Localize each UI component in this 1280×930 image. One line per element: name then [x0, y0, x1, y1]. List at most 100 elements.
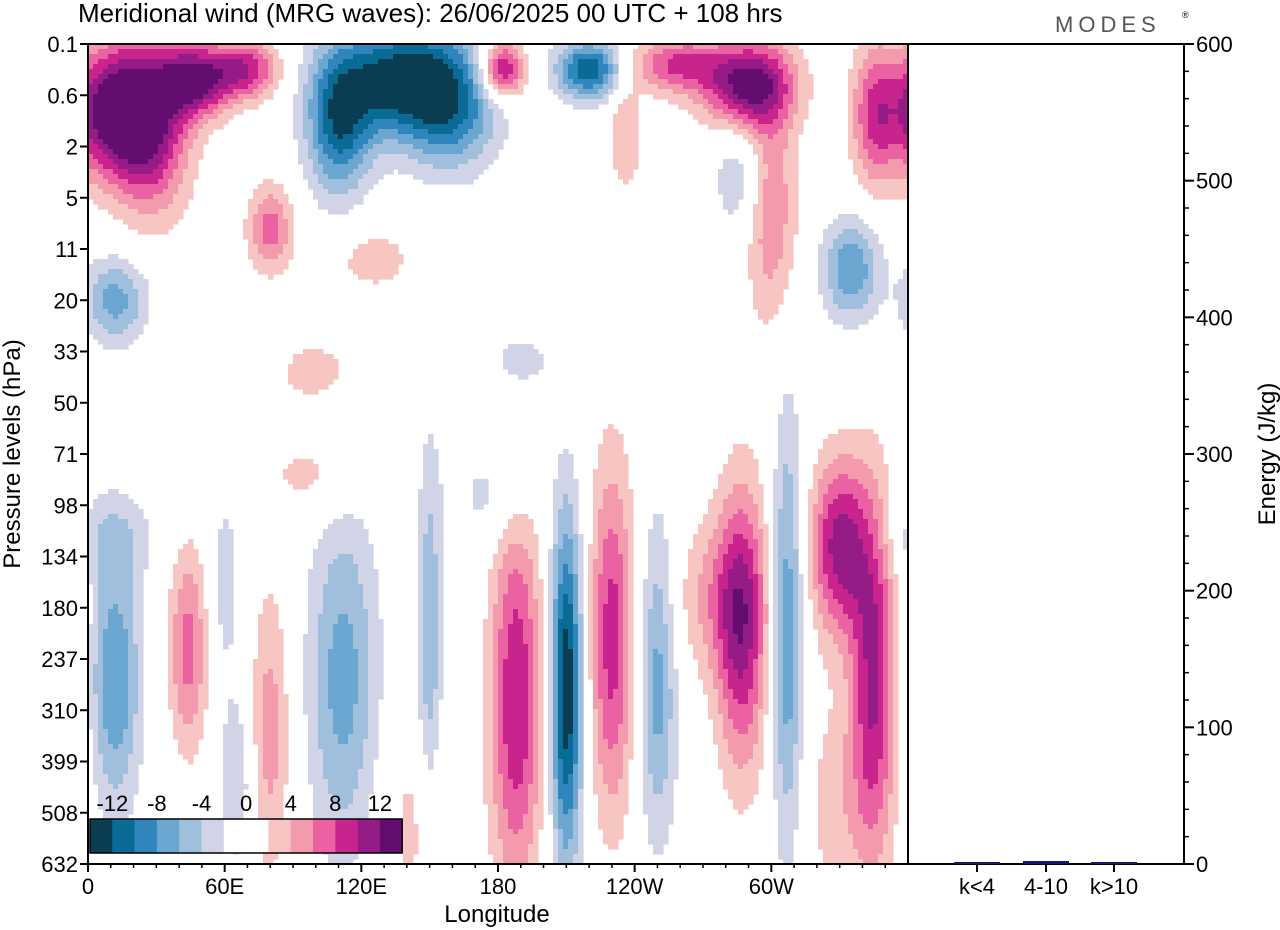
heatmap-cell: [618, 129, 624, 135]
heatmap-cell: [848, 434, 854, 440]
heatmap-cell: [188, 114, 194, 120]
heatmap-cell: [778, 164, 784, 170]
heatmap-cell: [713, 124, 719, 130]
heatmap-cell: [88, 49, 94, 55]
heatmap-cell: [843, 259, 849, 265]
heatmap-cell: [703, 59, 709, 65]
heatmap-cell: [168, 64, 174, 70]
heatmap-cell: [173, 79, 179, 85]
heatmap-cell: [128, 274, 134, 280]
heatmap-cell: [748, 119, 754, 125]
heatmap-cell: [678, 89, 684, 95]
heatmap-cell: [458, 84, 464, 90]
heatmap-cell: [868, 179, 874, 185]
heatmap-cell: [683, 44, 689, 50]
heatmap-cell: [843, 214, 849, 220]
heatmap-cell: [188, 49, 194, 55]
heatmap-cell: [833, 259, 839, 265]
heatmap-cell: [468, 94, 474, 100]
heatmap-cell: [858, 54, 864, 60]
heatmap-cell: [868, 299, 874, 305]
heatmap-cell: [238, 94, 244, 100]
heatmap-cell: [848, 439, 854, 445]
heatmap-cell: [738, 114, 744, 120]
heatmap-cell: [873, 114, 879, 120]
heatmap-cell: [428, 114, 434, 120]
heatmap-cell: [368, 174, 374, 180]
heatmap-cell: [508, 349, 514, 355]
heatmap-cell: [408, 134, 414, 140]
heatmap-cell: [368, 79, 374, 85]
heatmap-cell: [353, 99, 359, 105]
heatmap-cell: [373, 89, 379, 95]
heatmap-cell: [368, 74, 374, 80]
heatmap-cell: [193, 174, 199, 180]
heatmap-cell: [763, 259, 769, 265]
heatmap-cell: [788, 234, 794, 240]
heatmap-cell: [778, 219, 784, 225]
heatmap-cell: [798, 104, 804, 110]
heatmap-cell: [883, 179, 889, 185]
heatmap-cell: [758, 89, 764, 95]
heatmap-cell: [508, 344, 514, 350]
heatmap-cell: [363, 174, 369, 180]
heatmap-cell: [343, 209, 349, 215]
heatmap-cell: [778, 114, 784, 120]
heatmap-cell: [893, 44, 899, 50]
heatmap-cell: [578, 54, 584, 60]
heatmap-cell: [188, 104, 194, 110]
heatmap-cell: [848, 154, 854, 160]
heatmap-cell: [493, 154, 499, 160]
heatmap-cell: [318, 99, 324, 105]
heatmap-cell: [433, 469, 439, 475]
heatmap-cell: [348, 139, 354, 145]
heatmap-cell: [788, 399, 794, 405]
heatmap-cell: [893, 149, 899, 155]
heatmap-cell: [873, 284, 879, 290]
heatmap-cell: [308, 84, 314, 90]
heatmap-cell: [363, 264, 369, 270]
heatmap-cell: [168, 169, 174, 175]
heatmap-cell: [873, 439, 879, 445]
heatmap-cell: [113, 304, 119, 310]
heatmap-cell: [588, 49, 594, 55]
heatmap-cell: [163, 144, 169, 150]
heatmap-cell: [773, 149, 779, 155]
heatmap-cell: [763, 154, 769, 160]
heatmap-cell: [613, 454, 619, 460]
heatmap-cell: [853, 304, 859, 310]
heatmap-cell: [823, 304, 829, 310]
heatmap-cell: [578, 94, 584, 100]
heatmap-cell: [463, 154, 469, 160]
heatmap-cell: [763, 54, 769, 60]
heatmap-cell: [648, 64, 654, 70]
heatmap-cell: [433, 464, 439, 470]
heatmap-cell: [278, 184, 284, 190]
heatmap-cell: [418, 104, 424, 110]
heatmap-cell: [858, 429, 864, 435]
heatmap-cell: [738, 119, 744, 125]
heatmap-cell: [178, 49, 184, 55]
heatmap-cell: [578, 79, 584, 85]
heatmap-cell: [873, 59, 879, 65]
heatmap-cell: [298, 364, 304, 370]
heatmap-cell: [553, 59, 559, 65]
heatmap-cell: [773, 274, 779, 280]
heatmap-cell: [418, 494, 424, 500]
heatmap-cell: [838, 234, 844, 240]
heatmap-cell: [223, 54, 229, 60]
heatmap-cell: [88, 54, 94, 60]
heatmap-cell: [878, 54, 884, 60]
heatmap-cell: [903, 314, 909, 320]
heatmap-cell: [853, 229, 859, 235]
heatmap-cell: [388, 169, 394, 175]
heatmap-cell: [128, 214, 134, 220]
heatmap-cell: [568, 89, 574, 95]
heatmap-cell: [253, 254, 259, 260]
heatmap-cell: [133, 99, 139, 105]
heatmap-cell: [838, 294, 844, 300]
heatmap-cell: [303, 99, 309, 105]
heatmap-cell: [113, 164, 119, 170]
heatmap-cell: [313, 179, 319, 185]
heatmap-cell: [553, 484, 559, 490]
